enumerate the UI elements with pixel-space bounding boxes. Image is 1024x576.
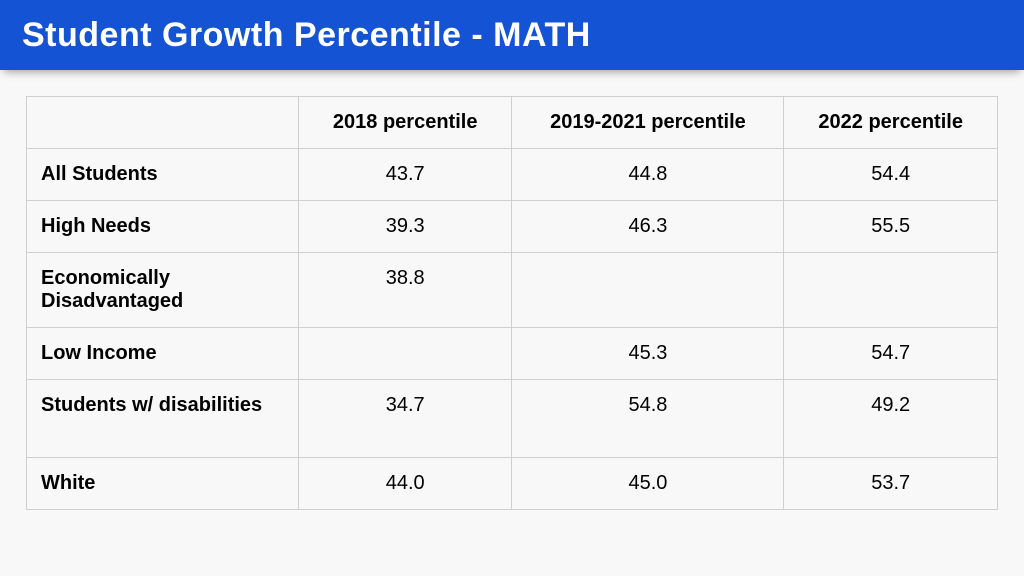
table-row: Low Income 45.354.7 [27, 328, 998, 380]
table-body: All Students43.744.854.4High Needs39.346… [27, 149, 998, 510]
table-cell [784, 253, 998, 328]
table-cell: 43.7 [298, 149, 512, 201]
table-cell: 54.7 [784, 328, 998, 380]
table-cell: 44.8 [512, 149, 784, 201]
table-cell: 54.8 [512, 380, 784, 458]
table-row-label: Economically Disadvantaged [27, 253, 299, 328]
table-header-row: 2018 percentile 2019-2021 percentile 202… [27, 97, 998, 149]
table-container: 2018 percentile 2019-2021 percentile 202… [0, 70, 1024, 510]
table-row-label: Low Income [27, 328, 299, 380]
table-cell: 46.3 [512, 201, 784, 253]
header-band: Student Growth Percentile - MATH [0, 0, 1024, 70]
table-cell: 55.5 [784, 201, 998, 253]
table-row-label: White [27, 458, 299, 510]
table-cell: 49.2 [784, 380, 998, 458]
table-col-header [27, 97, 299, 149]
table-cell [298, 328, 512, 380]
table-row: Economically Disadvantaged38.8 [27, 253, 998, 328]
table-row-label: Students w/ disabilities [27, 380, 299, 458]
table-cell: 45.3 [512, 328, 784, 380]
table-cell: 53.7 [784, 458, 998, 510]
table-cell: 54.4 [784, 149, 998, 201]
table-cell [512, 253, 784, 328]
table-cell: 34.7 [298, 380, 512, 458]
table-col-header: 2018 percentile [298, 97, 512, 149]
table-row: High Needs39.346.355.5 [27, 201, 998, 253]
table-row: Students w/ disabilities34.754.849.2 [27, 380, 998, 458]
table-cell: 45.0 [512, 458, 784, 510]
table-row: All Students43.744.854.4 [27, 149, 998, 201]
table-cell: 39.3 [298, 201, 512, 253]
table-cell: 44.0 [298, 458, 512, 510]
page-title: Student Growth Percentile - MATH [22, 16, 591, 55]
table-row-label: High Needs [27, 201, 299, 253]
table-row-label: All Students [27, 149, 299, 201]
table-cell: 38.8 [298, 253, 512, 328]
table-col-header: 2019-2021 percentile [512, 97, 784, 149]
table-col-header: 2022 percentile [784, 97, 998, 149]
table-row: White44.045.053.7 [27, 458, 998, 510]
growth-percentile-table: 2018 percentile 2019-2021 percentile 202… [26, 96, 998, 510]
